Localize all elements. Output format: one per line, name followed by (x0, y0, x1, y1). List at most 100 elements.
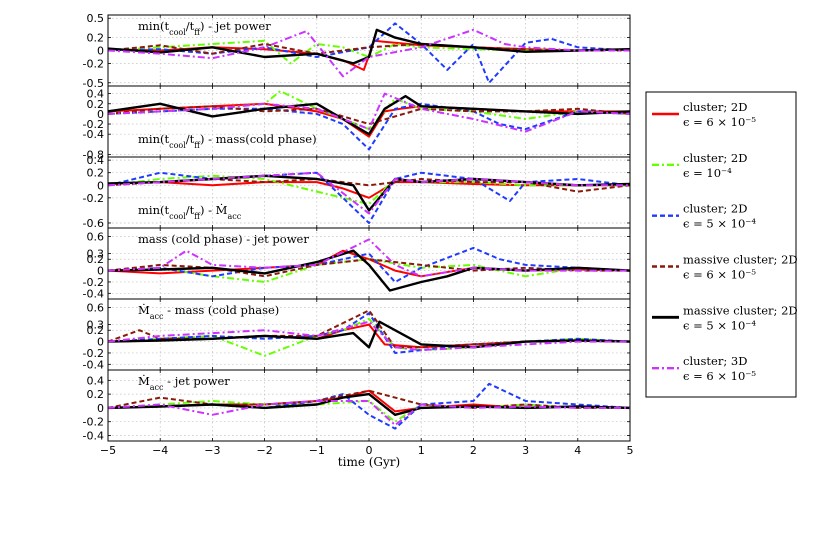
legend-sublabel-4: ϵ = 6 × 10⁻⁵ (683, 268, 756, 282)
series-line-6 (108, 238, 630, 278)
y-tick-label: 0.6 (87, 302, 105, 315)
panel-curves (108, 238, 630, 292)
panel-title: min(tcool/tff) - jet power (138, 19, 271, 37)
y-tick-label: -0.4 (83, 128, 104, 141)
series-line-3 (108, 102, 630, 151)
x-tick-label: 0 (366, 444, 373, 457)
panel-frame (107, 369, 631, 442)
x-tick-label: 4 (574, 444, 581, 457)
legend-box (645, 91, 797, 398)
x-tick-label: −5 (100, 444, 116, 457)
x-tick-label: 5 (627, 444, 634, 457)
x-tick-label: −2 (256, 444, 272, 457)
x-axis: −5 −4 −3 −2 −1 0 1 2 3 4 5 (100, 444, 634, 457)
series-line-4 (108, 178, 630, 193)
series-line-6 (108, 171, 630, 215)
series-line-4 (108, 105, 630, 125)
legend-sublabel-5: ϵ = 5 × 10⁻⁴ (683, 318, 756, 332)
panel-1: -0.5 -0.200.2 0.5 min(tcool/tff) - jet powe… (83, 12, 631, 90)
x-tick-label: −4 (152, 444, 168, 457)
panel-curves (108, 382, 630, 430)
series-line-5 (108, 28, 630, 65)
y-tick-label: 0.4 (87, 154, 105, 167)
y-tick-label: -0.2 (83, 276, 104, 289)
series-line-3 (108, 312, 630, 354)
series-line-6 (108, 400, 630, 427)
legend-label-6: cluster; 3D (683, 354, 747, 368)
y-tick-label: 0.5 (87, 12, 105, 25)
series-line-5 (108, 392, 630, 416)
y-tick-label: -0.2 (83, 57, 104, 70)
series-line-3 (108, 246, 630, 283)
panel-title: Ṁacc - jet power (138, 374, 230, 392)
series-line-2 (108, 400, 630, 423)
x-tick-label: 3 (522, 444, 529, 457)
series-line-5 (108, 94, 630, 136)
series-line-4 (108, 43, 630, 55)
y-tick-label: 0.4 (87, 374, 105, 387)
y-tick-label: 0 (97, 45, 104, 58)
x-tick-label: 1 (418, 444, 425, 457)
x-tick-label: 2 (470, 444, 477, 457)
panel-title: min(tcool/tff) - Ṁacc (138, 203, 242, 221)
legend-label-4: massive cluster; 2D (683, 253, 798, 267)
series-line-4 (108, 389, 630, 409)
y-tick-label: 0 (97, 179, 104, 192)
series-line-6 (108, 92, 630, 133)
panel-2: -0.8 -0.4-0.200.20.4 min(tcool/tff) - mass… (83, 85, 631, 161)
panel-title: mass (cold phase) - jet power (138, 232, 309, 246)
y-tick-label: 0.3 (87, 319, 105, 332)
y-tick-label: 0.4 (87, 88, 105, 101)
panel-6: -0.4-0.200.20.4 Ṁacc - jet power (83, 369, 631, 442)
panel-5: -0.4-0.200.20.3 0.6 Ṁacc - mass (cold phas… (83, 298, 631, 371)
y-tick-label: 0.2 (87, 167, 105, 180)
x-tick-label: −3 (204, 444, 220, 457)
y-tick-label: 0 (97, 402, 104, 415)
y-tick-label: 0.2 (87, 388, 105, 401)
legend-label-2: cluster; 2D (683, 151, 747, 165)
x-tick-label: −1 (309, 444, 325, 457)
y-tick-label: -0.2 (83, 416, 104, 429)
legend-label-3: cluster; 2D (683, 202, 747, 216)
y-tick-label: -0.2 (83, 192, 104, 205)
y-tick-label: 0.6 (87, 231, 105, 244)
legend-sublabel-6: ϵ = 6 × 10⁻⁵ (683, 369, 756, 383)
y-tick-label: -0.4 (83, 358, 104, 371)
panel-title: min(tcool/tff) - mass(cold phase) (138, 132, 317, 150)
legend-sublabel-1: ϵ = 6 × 10⁻⁵ (683, 115, 756, 129)
y-tick-label: 0 (97, 265, 104, 278)
y-tick-label: -0.2 (83, 347, 104, 360)
y-tick-label: 0.2 (87, 324, 105, 337)
panel-title: Ṁacc - mass (cold phase) (138, 303, 279, 321)
y-tick-label: 0.2 (87, 253, 105, 266)
y-tick-label: -0.5 (83, 77, 104, 90)
y-tick-label: -0.2 (83, 118, 104, 131)
series-line-2 (108, 174, 630, 206)
series-line-6 (108, 320, 630, 352)
y-tick-label: -0.4 (83, 287, 104, 300)
y-tick-label: 0.2 (87, 32, 105, 45)
series-line-2 (108, 258, 630, 283)
panel-3: -0.6 -0.200.20.4 min(tcool/tff) - Ṁacc (83, 154, 631, 230)
panel-curves (108, 22, 630, 84)
y-tick-label: 0 (97, 336, 104, 349)
x-axis-label: time (Gyr) (338, 455, 400, 469)
panel-curves (108, 90, 630, 151)
y-tick-label: -0.6 (83, 217, 104, 230)
legend-sublabel-3: ϵ = 5 × 10⁻⁴ (683, 217, 756, 231)
y-tick-label: -0.8 (83, 148, 104, 161)
y-tick-label: 0 (97, 108, 104, 121)
series-line-5 (108, 320, 630, 349)
y-tick-label: 0.2 (87, 98, 105, 111)
y-tick-label: 0.3 (87, 248, 105, 261)
legend-sublabel-2: ϵ = 10⁻⁴ (683, 166, 732, 180)
panel-curves (108, 309, 630, 357)
panel-4: -0.4-0.200.20.3 0.6 mass (cold phase) - je… (83, 227, 631, 300)
legend-label-1: cluster; 2D (683, 100, 747, 114)
y-tick-label: -0.4 (83, 429, 104, 442)
legend-label-5: massive cluster; 2D (683, 303, 798, 317)
series-line-5 (108, 174, 630, 212)
